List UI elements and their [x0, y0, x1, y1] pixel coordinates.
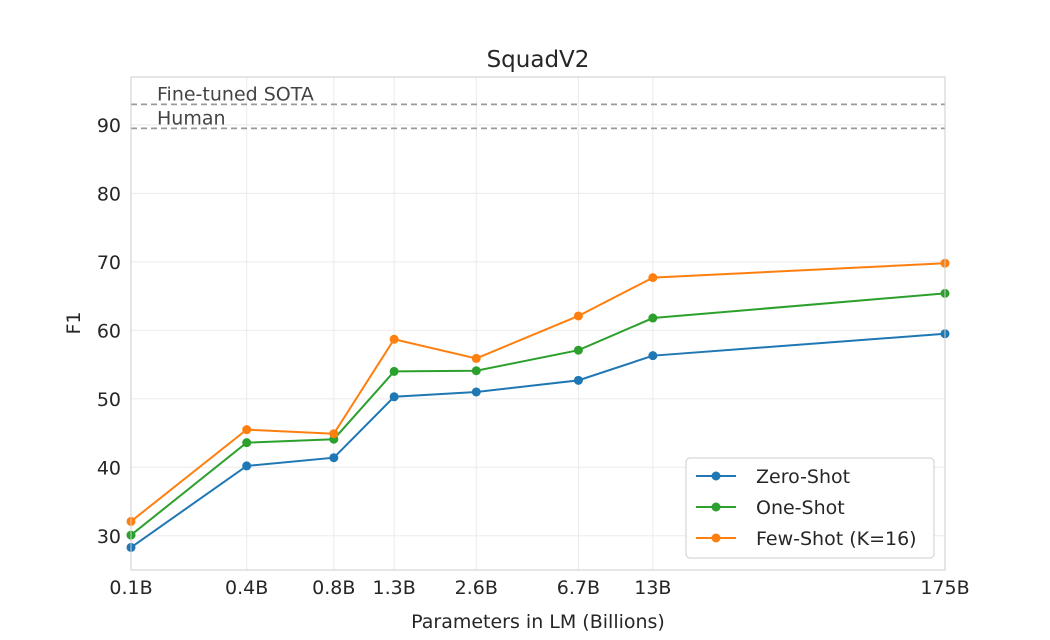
y-tick-label: 90: [97, 115, 121, 137]
legend-label-one-shot: One-Shot: [756, 497, 845, 519]
x-tick-label: 0.4B: [225, 577, 268, 599]
x-tick-label: 1.3B: [373, 577, 416, 599]
data-point-zero-shot: [648, 351, 658, 361]
legend-label-zero-shot: Zero-Shot: [756, 466, 850, 488]
reference-label-fine-tuned-sota: Fine-tuned SOTA: [157, 83, 314, 105]
y-tick-label: 50: [97, 389, 121, 411]
data-point-few-shot-k-16: [648, 273, 658, 283]
data-point-one-shot: [389, 366, 399, 376]
y-tick-label: 70: [97, 252, 121, 274]
data-point-one-shot: [242, 438, 252, 448]
chart-title: SquadV2: [487, 47, 590, 73]
legend-label-few-shot-k-16: Few-Shot (K=16): [756, 528, 917, 550]
data-point-one-shot: [648, 313, 658, 323]
data-point-one-shot: [573, 345, 583, 355]
reference-label-human: Human: [157, 107, 226, 129]
data-point-zero-shot: [471, 387, 481, 397]
x-axis-label: Parameters in LM (Billions): [411, 611, 665, 633]
data-point-zero-shot: [242, 461, 252, 471]
data-point-zero-shot: [329, 453, 339, 463]
legend-swatch-marker-one-shot: [711, 502, 721, 512]
y-axis-label: F1: [63, 311, 85, 334]
y-tick-label: 60: [97, 320, 121, 342]
series-line-one-shot: [130, 292, 946, 536]
legend: Zero-Shot One-Shot Few-Shot (K=16): [685, 457, 935, 559]
legend-box: [685, 457, 935, 559]
data-point-few-shot-k-16: [389, 334, 399, 344]
x-tick-label: 0.1B: [109, 577, 152, 599]
data-point-few-shot-k-16: [573, 311, 583, 321]
x-tick-label: 2.6B: [455, 577, 498, 599]
data-point-zero-shot: [389, 392, 399, 402]
plot-frame: [130, 76, 946, 571]
data-point-few-shot-k-16: [329, 429, 339, 439]
x-tick-label: 6.7B: [557, 577, 600, 599]
data-point-one-shot: [471, 366, 481, 376]
y-tick-label: 40: [97, 457, 121, 479]
data-point-few-shot-k-16: [471, 353, 481, 363]
series-line-zero-shot: [130, 332, 946, 549]
data-point-zero-shot: [573, 375, 583, 385]
legend-swatch-marker-few-shot-k-16: [711, 533, 721, 543]
series-line-few-shot-k-16: [130, 262, 946, 523]
x-tick-label: 13B: [634, 577, 671, 599]
x-tick-label: 0.8B: [312, 577, 355, 599]
data-point-few-shot-k-16: [242, 425, 252, 435]
x-tick-label: 175B: [920, 577, 969, 599]
y-tick-label: 30: [97, 526, 121, 548]
legend-swatch-marker-zero-shot: [711, 471, 721, 481]
y-tick-label: 80: [97, 183, 121, 205]
